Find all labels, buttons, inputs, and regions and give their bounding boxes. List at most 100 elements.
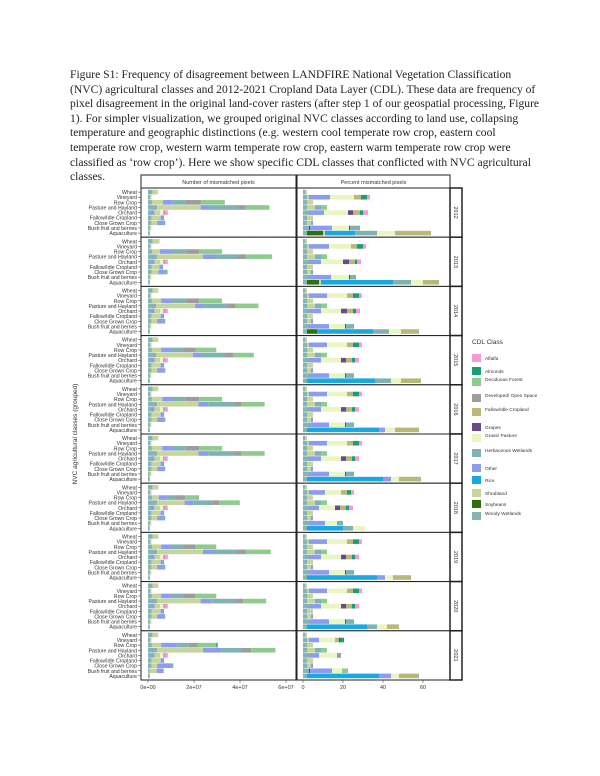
bar-segment-other xyxy=(157,564,163,570)
bar-segment-herbaceous-wetlands xyxy=(162,368,166,373)
category-label: Wheat xyxy=(122,239,138,245)
bar-segment-other xyxy=(309,244,329,249)
bar-segment-woody-wetlands xyxy=(148,401,157,407)
panel-header-title: Number of mismatched pixels xyxy=(182,180,255,186)
category-label: Aquaculture xyxy=(109,280,137,286)
category-label: Pasture and Hayland xyxy=(89,402,138,408)
bar-segment-grass-pasture xyxy=(321,357,341,363)
bar-segment-fallow-idle-cropland xyxy=(341,490,347,495)
bar-segment-other xyxy=(309,308,321,314)
bar-segment-developed-open-space xyxy=(235,598,244,604)
bar-segment-deciduous-forest xyxy=(185,495,200,500)
bar-segment-shrubland xyxy=(307,318,311,324)
bar-segment-other xyxy=(202,647,222,653)
bar-segment-shrubland xyxy=(151,318,158,324)
bar-segment-rice xyxy=(307,525,343,531)
bar-segment-woody-wetlands xyxy=(303,264,307,270)
bar-segment-woody-wetlands xyxy=(148,205,157,210)
category-label: Pasture and Hayland xyxy=(89,550,138,556)
bar-segment-almonds xyxy=(357,244,363,249)
category-label: Orchard xyxy=(118,407,137,413)
bar-segment-herbaceous-wetlands xyxy=(337,520,343,526)
bar-segment-almonds xyxy=(353,440,359,446)
x-tick-label: 0e+00 xyxy=(140,685,155,691)
bar-segment-other xyxy=(309,588,327,594)
bar-segment-woody-wetlands xyxy=(303,515,307,521)
bar-segment-alfalfa xyxy=(355,407,359,412)
bar-segment-shrubland xyxy=(156,451,199,456)
bar-segment-grass-pasture xyxy=(160,407,164,412)
bar-segment-alfalfa xyxy=(363,244,366,249)
bar-segment-herbaceous-wetlands xyxy=(315,647,321,653)
bar-segment-shrubland xyxy=(307,539,309,544)
bar-segment-shrubland xyxy=(151,264,160,270)
bar-segment-other xyxy=(162,446,173,451)
bar-segment-soybeans xyxy=(309,225,310,231)
bar-segment-developed-open-space xyxy=(185,396,200,402)
bar-segment-woody-wetlands xyxy=(303,386,305,392)
bar-segment-woody-wetlands xyxy=(303,484,305,490)
bar-segment-woody-wetlands xyxy=(303,225,309,231)
bar-segment-shrubland xyxy=(307,363,313,368)
category-label: Fallow/Idle Cropland xyxy=(90,265,137,271)
bar-segment-grapes xyxy=(163,554,165,560)
bar-segment-woody-wetlands xyxy=(303,549,307,555)
bar-segment-developed-open-space xyxy=(237,205,246,210)
bar-segment-shrubland xyxy=(151,609,161,614)
bar-segment-woody-wetlands xyxy=(148,647,157,653)
bar-segment-woody-wetlands xyxy=(148,500,157,505)
bar-segment-woody-wetlands xyxy=(148,279,150,285)
bar-segment-grass-pasture xyxy=(160,603,164,609)
bar-segment-other xyxy=(311,318,313,324)
bar-segment-woody-wetlands xyxy=(148,347,152,353)
bar-segment-woody-wetlands xyxy=(148,520,150,526)
category-label: Orchard xyxy=(118,358,137,364)
bar-segment-grass-pasture xyxy=(327,539,347,544)
bar-segment-shrubland xyxy=(151,249,160,254)
bar-segment-other xyxy=(160,609,165,614)
legend-swatch-developed-open-space xyxy=(472,394,481,402)
bar-segment-other xyxy=(160,215,165,221)
bar-segment-deciduous-forest xyxy=(219,500,240,505)
category-label: Wheat xyxy=(122,584,138,590)
bar-segment-woody-wetlands xyxy=(148,593,152,599)
bar-segment-almonds xyxy=(347,490,351,495)
bar-segment-woody-wetlands xyxy=(148,215,152,221)
bar-segment-alfalfa xyxy=(349,505,353,511)
bar-segment-herbaceous-wetlands xyxy=(171,593,183,599)
bar-segment-fallow-idle-cropland xyxy=(353,210,360,215)
bar-segment-woody-wetlands xyxy=(303,658,307,663)
bar-segment-fallow-idle-cropland xyxy=(351,244,357,249)
bar-segment-other xyxy=(160,363,165,368)
bar-segment-woody-wetlands xyxy=(303,598,307,604)
bar-segment-fallow-idle-cropland xyxy=(401,378,421,384)
bar-segment-woody-wetlands xyxy=(303,653,309,658)
bar-segment-shrubland xyxy=(307,293,309,298)
bar-segment-shrubland xyxy=(307,303,315,309)
bar-segment-shrubland xyxy=(156,303,196,309)
category-label: Pasture and Hayland xyxy=(89,501,138,507)
bar-segment-other xyxy=(157,368,163,373)
bar-segment-shrubland xyxy=(150,293,152,298)
bar-segment-other xyxy=(192,352,203,358)
bar-segment-alfalfa xyxy=(164,505,168,511)
legend-label: Grass/ Pasture xyxy=(485,433,517,439)
bar-segment-grapes xyxy=(345,471,346,477)
bar-segment-woody-wetlands xyxy=(303,337,305,343)
bar-segment-other xyxy=(200,205,211,210)
bar-segment-other xyxy=(157,663,171,668)
bar-segment-woody-wetlands xyxy=(303,554,309,560)
bar-segment-woody-wetlands xyxy=(303,647,307,653)
bar-segment-grass-pasture xyxy=(321,259,343,265)
bar-segment-woody-wetlands xyxy=(148,391,151,397)
bar-segment-shrubland xyxy=(307,215,313,221)
bar-segment-deciduous-forest xyxy=(199,249,223,254)
bar-segment-shrubland xyxy=(151,461,161,467)
bar-segment-other xyxy=(309,619,329,624)
bar-segment-shrubland xyxy=(151,658,161,663)
bar-segment-grapes xyxy=(163,357,165,363)
category-label: Fallow/Idle Cropland xyxy=(90,462,137,468)
bar-segment-other xyxy=(311,269,313,275)
category-label: Wheat xyxy=(122,289,138,295)
bar-segment-deciduous-forest xyxy=(233,352,254,358)
